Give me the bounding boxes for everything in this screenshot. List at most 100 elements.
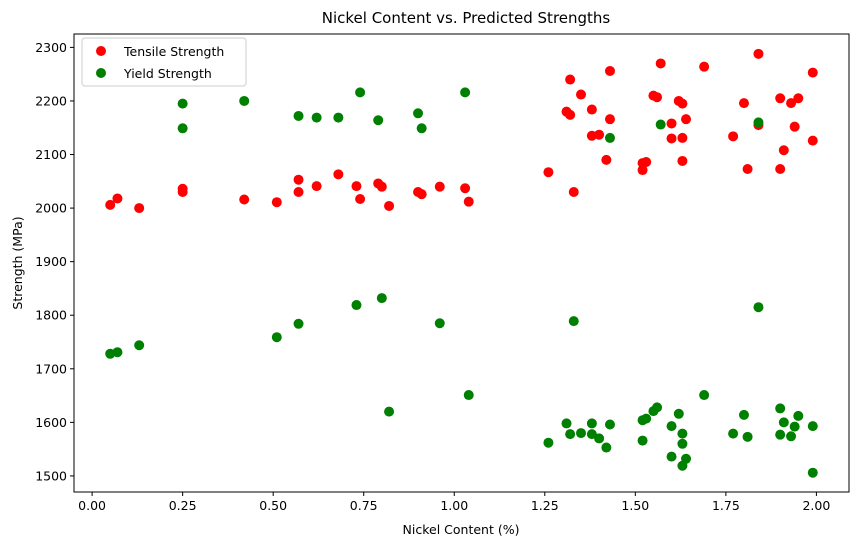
tensile-strength-point	[789, 121, 800, 132]
yield-strength-point	[373, 115, 384, 126]
tensile-strength-point	[463, 196, 474, 207]
tensile-strength-point	[293, 187, 304, 198]
x-tick-label: 0.75	[350, 498, 378, 513]
tensile-strength-point	[351, 181, 362, 192]
tensile-strength-point	[807, 135, 818, 146]
yield-strength-point	[807, 421, 818, 432]
yield-strength-point	[604, 419, 615, 430]
tensile-strength-point	[565, 74, 576, 85]
yield-strength-point	[666, 451, 677, 462]
yield-strength-point	[601, 442, 612, 453]
yield-strength-point	[652, 402, 663, 413]
series-tensile-strength	[105, 48, 818, 214]
yield-strength-point	[604, 132, 615, 143]
tensile-strength-point	[775, 163, 786, 174]
plot-frame	[73, 33, 850, 493]
y-axis-title: Strength (MPa)	[10, 216, 25, 309]
tensile-strength-point	[568, 187, 579, 198]
tensile-strength-point	[786, 98, 797, 109]
legend-marker-yield	[96, 68, 106, 78]
legend: Tensile Strength Yield Strength	[81, 37, 247, 87]
tensile-strength-point	[177, 183, 188, 194]
chart-title: Nickel Content vs. Predicted Strengths	[322, 9, 611, 27]
yield-strength-point	[416, 123, 427, 134]
tensile-strength-point	[637, 165, 648, 176]
x-tick-label: 2.00	[802, 498, 830, 513]
y-tick-label: 1700	[35, 361, 67, 376]
yield-strength-point	[134, 340, 145, 351]
y-tick-label: 1900	[35, 254, 67, 269]
tensile-strength-point	[793, 93, 804, 104]
tensile-strength-point	[677, 155, 688, 166]
yield-strength-point	[543, 437, 554, 448]
yield-strength-point	[565, 429, 576, 440]
tensile-strength-point	[604, 65, 615, 76]
tensile-strength-point	[460, 183, 471, 194]
tensile-strength-point	[778, 145, 789, 156]
tensile-strength-point	[666, 133, 677, 144]
tensile-strength-point	[652, 92, 663, 103]
tensile-strength-point	[434, 181, 445, 192]
x-tick-label: 1.25	[531, 498, 559, 513]
yield-strength-point	[376, 293, 387, 304]
tensile-strength-point	[775, 93, 786, 104]
yield-strength-point	[699, 390, 710, 401]
yield-strength-point	[677, 428, 688, 439]
yield-strength-point	[576, 428, 587, 439]
yield-strength-point	[807, 467, 818, 478]
series-layer	[105, 48, 818, 478]
x-tick-label: 1.00	[440, 498, 468, 513]
y-tick-label: 2200	[35, 93, 67, 108]
yield-strength-point	[311, 112, 322, 123]
legend-box	[81, 37, 247, 87]
tensile-strength-point	[293, 174, 304, 185]
tensile-strength-point	[681, 114, 692, 125]
yield-strength-point	[112, 347, 123, 358]
yield-strength-point	[351, 300, 362, 311]
tensile-strength-point	[239, 194, 250, 205]
yield-strength-point	[568, 316, 579, 327]
tensile-strength-point	[543, 167, 554, 178]
plot-area	[73, 33, 850, 493]
legend-label-tensile: Tensile Strength	[123, 44, 224, 59]
y-tick-label: 2300	[35, 40, 67, 55]
legend-label-yield: Yield Strength	[123, 66, 212, 81]
tensile-strength-point	[604, 114, 615, 125]
y-tick-label: 1800	[35, 308, 67, 323]
tensile-strength-point	[105, 199, 116, 210]
x-axis-title: Nickel Content (%)	[403, 522, 520, 537]
yield-strength-point	[789, 421, 800, 432]
y-tick-label: 2000	[35, 201, 67, 216]
yield-strength-point	[793, 410, 804, 421]
yield-strength-point	[586, 429, 597, 440]
tensile-strength-point	[677, 98, 688, 109]
tensile-strength-point	[699, 61, 710, 72]
tensile-strength-point	[576, 89, 587, 100]
tensile-strength-point	[807, 67, 818, 78]
y-tick-label: 1500	[35, 468, 67, 483]
yield-strength-point	[333, 112, 344, 123]
yield-strength-point	[775, 403, 786, 414]
yield-strength-point	[177, 123, 188, 134]
x-tick-label: 1.50	[621, 498, 649, 513]
yield-strength-point	[738, 409, 749, 420]
x-tick-label: 0.50	[259, 498, 287, 513]
tensile-strength-point	[594, 129, 605, 140]
tensile-strength-point	[112, 193, 123, 204]
yield-strength-point	[586, 418, 597, 429]
yield-strength-point	[293, 110, 304, 121]
yield-strength-point	[637, 435, 648, 446]
yield-strength-point	[681, 453, 692, 464]
x-tick-label: 1.75	[712, 498, 740, 513]
tensile-strength-point	[601, 154, 612, 165]
tensile-strength-point	[355, 193, 366, 204]
x-tick-label: 0.00	[78, 498, 106, 513]
yield-strength-point	[666, 421, 677, 432]
yield-strength-point	[561, 418, 572, 429]
tensile-strength-point	[333, 169, 344, 180]
yield-strength-point	[434, 318, 445, 329]
yield-strength-point	[413, 108, 424, 119]
yield-strength-point	[742, 431, 753, 442]
yield-strength-point	[775, 429, 786, 440]
